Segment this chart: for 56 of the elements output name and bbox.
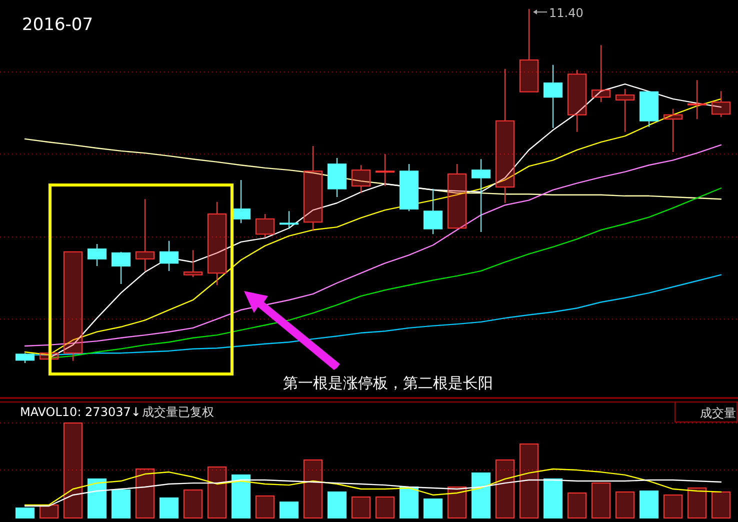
candlestick xyxy=(496,68,514,204)
candlestick xyxy=(328,158,346,198)
candlestick xyxy=(376,154,394,186)
text: MAVOL10: 273037↓ xyxy=(20,405,141,419)
candlestick xyxy=(688,80,706,120)
bar xyxy=(568,492,586,518)
bar xyxy=(544,478,562,518)
bar xyxy=(112,489,130,518)
bar xyxy=(16,508,34,518)
candlestick xyxy=(616,88,634,132)
candlestick xyxy=(352,164,370,194)
candlestick xyxy=(136,198,154,272)
bar xyxy=(616,491,634,518)
bar xyxy=(304,459,322,518)
bar xyxy=(664,494,682,518)
bar xyxy=(256,495,274,518)
candlestick xyxy=(160,240,178,272)
bar xyxy=(184,489,202,518)
bar xyxy=(328,491,346,518)
candlestick xyxy=(568,69,586,132)
candlestick xyxy=(712,90,730,118)
candlestick xyxy=(544,64,562,128)
bar xyxy=(376,496,394,518)
bar xyxy=(424,498,442,518)
bar xyxy=(280,502,298,518)
bar xyxy=(40,504,58,518)
bar xyxy=(88,478,106,518)
bar xyxy=(352,496,370,518)
chart-title: 2016-07 xyxy=(22,15,94,35)
bar xyxy=(232,474,250,518)
candlestick xyxy=(208,201,226,286)
bar xyxy=(64,422,82,518)
bar xyxy=(136,468,154,518)
text: 成交量 xyxy=(700,406,736,420)
text: 第一根是涨停板，第二根是长阳 xyxy=(283,374,493,392)
bar xyxy=(472,472,490,518)
candlestick xyxy=(304,146,322,232)
bar xyxy=(688,487,706,518)
candlestick xyxy=(256,213,274,238)
bar xyxy=(712,491,730,518)
bar xyxy=(592,482,610,518)
candlestick xyxy=(664,108,682,153)
candlestick xyxy=(592,44,610,103)
candlestick xyxy=(280,210,298,230)
bar xyxy=(160,497,178,518)
candlestick xyxy=(472,158,490,233)
bar xyxy=(640,490,658,518)
bar xyxy=(208,466,226,518)
bar xyxy=(520,443,538,518)
candlestick xyxy=(184,250,202,278)
annotation: 11.40 xyxy=(549,6,584,20)
candlestick xyxy=(88,244,106,267)
text: 成交量已复权 xyxy=(142,405,214,419)
bar xyxy=(400,486,418,518)
bar xyxy=(496,459,514,518)
bar xyxy=(448,486,466,518)
